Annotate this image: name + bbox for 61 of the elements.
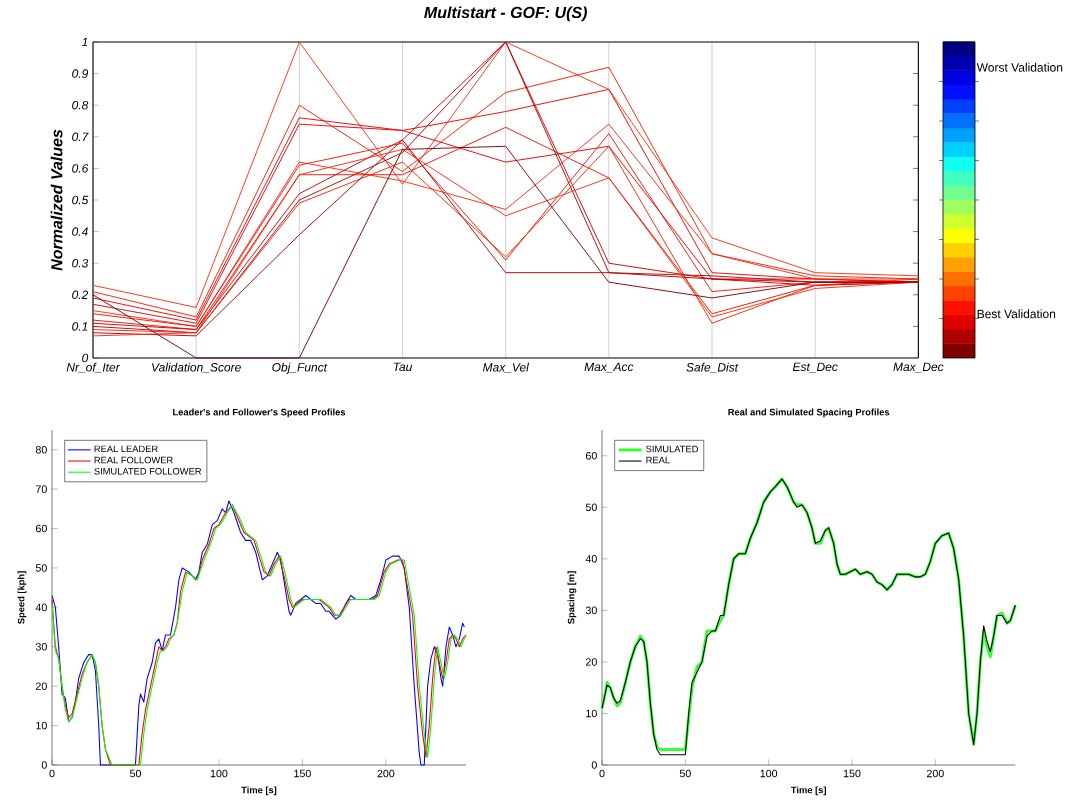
y-tick-label: 10 (36, 721, 47, 730)
y-tick-label: 0.6 (72, 164, 89, 173)
y-tick-label: 0 (82, 353, 89, 363)
y-axis-title: Speed [kph] (17, 571, 27, 624)
x-tick-label: 50 (679, 769, 691, 778)
y-tick-label: 70 (35, 485, 47, 493)
x-axis-title: Time [s] (241, 786, 277, 796)
y-tick-label: 50 (585, 503, 597, 512)
y-tick-label: 0.4 (72, 227, 88, 236)
y-tick-label: 0.2 (72, 290, 89, 300)
y-tick-label: 30 (585, 606, 597, 615)
legend-label: REAL LEADER (94, 445, 158, 453)
x-tick-label: Obj_Funct (272, 362, 328, 374)
y-tick-label: 0.3 (72, 258, 89, 268)
y-tick-label: 0 (591, 761, 597, 769)
y-tick-label: 1 (81, 37, 88, 47)
x-tick-label: 200 (377, 769, 395, 778)
y-tick-label: 20 (585, 658, 597, 666)
x-tick-label: Nr_of_Iter (66, 362, 121, 373)
legend-label: REAL FOLLOWER (94, 456, 173, 464)
y-tick-label: 10 (586, 709, 597, 718)
y-tick-label: 0.7 (72, 132, 89, 142)
legend-label: SIMULATED (646, 445, 698, 453)
legend-label: SIMULATED FOLLOWER (94, 467, 202, 475)
y-axis-title: Spacing [m] (567, 571, 577, 624)
chart-title: Leader's and Follower's Speed Profiles (173, 408, 346, 418)
chart-title: Multistart - GOF: U(S) (424, 6, 587, 22)
legend-label: REAL (646, 456, 670, 464)
x-tick-label: Est_Dec (792, 362, 838, 373)
y-tick-label: 50 (35, 564, 47, 572)
y-tick-label: 40 (585, 555, 597, 563)
x-axis-title: Time [s] (790, 786, 826, 796)
y-tick-label: 0.9 (72, 69, 89, 78)
y-tick-label: 60 (585, 452, 597, 460)
x-tick-label: 100 (760, 769, 778, 778)
text: Worst Validation (976, 62, 1063, 72)
y-tick-label: 0.1 (72, 322, 88, 331)
y-tick-label: 20 (35, 682, 47, 690)
y-axis-title: Normalized Values (50, 129, 63, 271)
y-tick-label: 60 (35, 524, 47, 533)
x-tick-label: 150 (843, 769, 861, 778)
x-tick-label: Validation_Score (152, 362, 241, 373)
x-tick-label: Safe_Dist (686, 362, 739, 373)
chart-title: Real and Simulated Spacing Profiles (728, 408, 890, 418)
x-tick-label: 0 (49, 769, 55, 778)
x-tick-label: Max_Acc (584, 362, 634, 373)
x-tick-label: 50 (129, 769, 141, 778)
text: Best Validation (977, 309, 1056, 319)
y-tick-label: 30 (35, 643, 47, 651)
y-tick-label: 40 (35, 603, 47, 612)
y-tick-label: 0.8 (72, 100, 89, 110)
y-tick-label: 80 (35, 445, 47, 454)
x-tick-label: 100 (210, 769, 228, 778)
y-tick-label: 0.5 (72, 195, 89, 205)
x-tick-label: Max_Vel (482, 362, 530, 373)
x-tick-label: 0 (599, 769, 605, 778)
y-tick-label: 0 (41, 761, 47, 769)
x-tick-label: 200 (926, 769, 944, 778)
x-tick-label: Tau (393, 362, 413, 372)
x-tick-label: Max_Dec (893, 362, 944, 373)
x-tick-label: 150 (294, 769, 311, 778)
